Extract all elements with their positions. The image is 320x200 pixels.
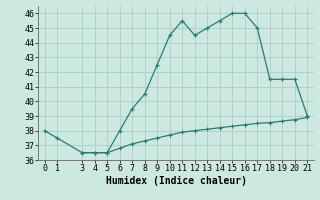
X-axis label: Humidex (Indice chaleur): Humidex (Indice chaleur) [106,176,246,186]
